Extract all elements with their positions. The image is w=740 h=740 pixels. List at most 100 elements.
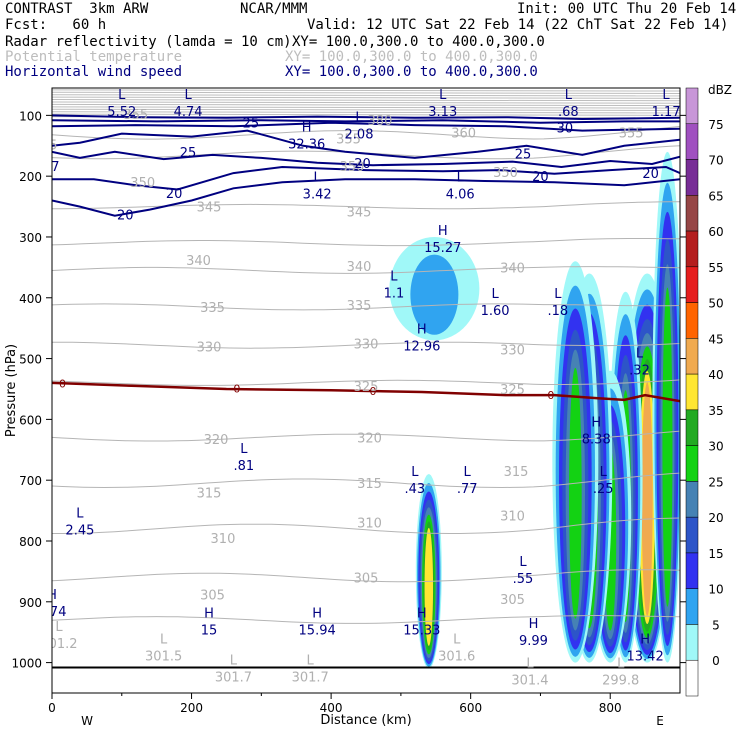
colorbar-level-label: 10 [708,583,723,597]
wind-extremum-mark: L [184,88,192,103]
wind-extremum-value: 4.87 [31,160,60,175]
theta-contour-label: 340 [186,254,211,269]
wind-extremum-value: .32 [629,364,650,379]
theta-contour-label: 360 [451,126,476,141]
colorbar-level-label: 50 [708,297,723,311]
wind-extremum-mark: H [302,120,312,135]
theta-contour-label: 355 [619,126,644,141]
theta-contour [52,96,680,99]
colorbar-swatch [685,659,699,697]
theta-contour [52,99,680,102]
theta-contour [52,94,680,97]
theta-contour [52,379,680,386]
theta-contour-label: 310 [500,509,525,524]
wind-contour-label: 25 [180,146,197,161]
reflectivity-band [424,527,434,646]
wind-extremum-mark: H [438,224,448,239]
field-2-label: Potential temperature [5,49,183,65]
wind-extremum-mark: H [417,606,427,621]
theta-contour-label: 330 [500,343,525,358]
zero-line-label: 0 [233,382,240,395]
colorbar-swatch [685,409,699,446]
field-3-xy: XY= 100.0,300.0 to 400.0,300.0 [285,64,538,80]
wind-extremum-mark: L [457,170,465,185]
theta-contour-label: 325 [354,380,379,395]
wind-extremum-mark: L [439,88,447,103]
wind-extremum-value: .43 [405,482,426,497]
theta-contour [52,303,680,311]
wind-extremum-value: .18 [548,304,569,319]
wind-extremum-value: 8.38 [582,432,611,447]
theta-contour [52,113,680,116]
colorbar-level-label: 55 [708,261,723,275]
theta-contour-label: 345 [197,201,222,216]
theta-contour-label: 335 [200,301,225,316]
colorbar-swatch [685,624,699,661]
wind-extremum-mark: L [41,143,49,158]
field-2-xy: XY= 100.0,300.0 to 400.0,300.0 [285,49,538,65]
theta-contour-label: 330 [197,340,222,355]
wind-extremum-mark: L [355,111,363,126]
wind-extremum-value: 4.06 [446,187,475,202]
x-tick-label: 600 [459,701,482,715]
y-tick-label: 1000 [11,657,42,671]
x-tick-label: 400 [320,701,343,715]
reflectivity-band [662,287,673,607]
wind-contour-label: 30 [557,122,574,137]
wind-extremum-mark: H [312,606,322,621]
theta-contour [52,569,680,583]
wind-extremum-value: 1.60 [481,304,510,319]
x-tick-label: 200 [180,701,203,715]
wind-extremum-value: 5.52 [107,105,136,120]
theta-contour [52,125,680,140]
wind-contour-label: 20 [354,157,371,172]
y-tick-label: 500 [19,353,42,367]
colorbar-swatch [685,481,699,518]
y-axis-label: Pressure (hPa) [4,344,19,437]
colorbar-swatch [685,123,699,160]
wind-extremum-value: 2.08 [345,128,374,143]
wind-extremum-mark: L [491,287,499,302]
wind-extremum-value: 15.94 [299,623,336,638]
theta-contour [52,341,680,349]
theta-contour-label: 315 [504,465,529,480]
theta-extremum-value: 301.6 [438,649,475,664]
theta-contour [52,103,680,107]
theta-extremum-mark: L [55,620,63,635]
colorbar-level-label: 60 [708,225,723,239]
x-east-label: E [656,714,664,728]
wind-extremum-mark: H [529,617,539,632]
wind-extremum-value: .55 [513,572,534,587]
plot-frame [51,87,681,694]
wind-extremum-mark: L [565,88,573,103]
colorbar-level-label: 30 [708,440,723,454]
wind-contour [52,119,680,124]
wind-extremum-value: .68 [558,105,579,120]
theta-extremum-mark: L [617,657,625,672]
wind-extremum-value: 15.33 [403,623,440,638]
wind-extremum-value: 13.42 [627,649,664,664]
wind-extremum-value: 2.45 [65,524,94,539]
theta-contour-label: 380 [368,114,393,129]
theta-contour-label: 320 [357,432,382,447]
wind-contour-label: 20 [117,208,134,223]
wind-extremum-mark: H [591,415,601,430]
wind-extremum-mark: H [47,588,57,603]
plot-area: 0 0 0 0 380 360 355 355 355 355 350 350 350 345 345 340… [31,88,680,689]
colorbar-swatch [685,552,699,589]
theta-contour-label: 305 [200,588,225,603]
wind-extremum-value: 15 [201,623,218,638]
theta-extremum-mark: L [160,632,168,647]
zero-line-label: 0 [369,385,376,398]
wind-extremum-value: .81 [234,459,255,474]
theta-contour-label: 315 [357,477,382,492]
colorbar-level-label: 5 [712,618,720,632]
wind-extremum-mark: L [411,465,419,480]
reflectivity-band [641,382,653,616]
wind-contour-label: 20 [532,170,549,185]
theta-contour-label: 355 [33,139,58,154]
theta-contour-label: 355 [336,132,361,147]
wind-contour-label: 20 [642,167,659,182]
colorbar-level-label: 20 [708,511,723,525]
